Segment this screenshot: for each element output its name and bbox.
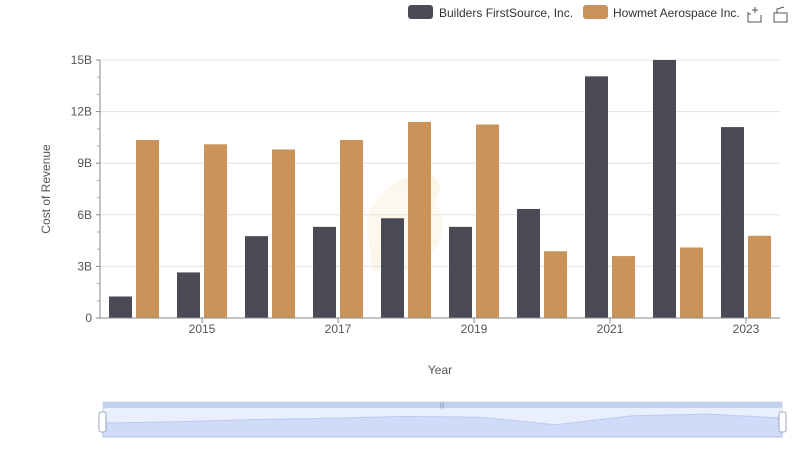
y-tick-label: 15B bbox=[71, 53, 92, 67]
data-zoom[interactable]: ||| bbox=[98, 401, 787, 438]
y-tick-label: 3B bbox=[77, 259, 92, 273]
bar-builders-2015 bbox=[177, 272, 200, 318]
data-zoom-handle-right[interactable] bbox=[778, 411, 787, 433]
bars bbox=[109, 60, 771, 318]
legend-swatch-howmet[interactable] bbox=[583, 5, 608, 19]
legend[interactable]: Builders FirstSource, Inc. Howmet Aerosp… bbox=[408, 5, 740, 20]
bar-howmet-2023 bbox=[748, 235, 771, 318]
bar-builders-2019 bbox=[449, 226, 472, 318]
bar-howmet-2014 bbox=[136, 139, 159, 318]
bar-howmet-2022 bbox=[680, 247, 703, 318]
data-zoom-top-bar[interactable] bbox=[103, 402, 782, 408]
bar-howmet-2015 bbox=[204, 144, 227, 318]
x-tick-label: 2019 bbox=[461, 322, 488, 336]
x-tick-label: 2017 bbox=[325, 322, 352, 336]
y-axis-title: Cost of Revenue bbox=[39, 144, 53, 234]
y-tick-label: 12B bbox=[71, 105, 92, 119]
y-tick-label: 6B bbox=[77, 208, 92, 222]
watermark-logo bbox=[367, 174, 443, 270]
bar-howmet-2019 bbox=[476, 124, 499, 318]
bar-builders-2014 bbox=[109, 296, 132, 318]
bar-howmet-2020 bbox=[544, 251, 567, 318]
bar-builders-2021 bbox=[585, 76, 608, 318]
x-tick-label: 2015 bbox=[189, 322, 216, 336]
bar-builders-2017 bbox=[313, 226, 336, 318]
zoom-icon[interactable] bbox=[747, 7, 762, 23]
bar-builders-2016 bbox=[245, 236, 268, 318]
x-tick-label: 2023 bbox=[733, 322, 760, 336]
data-zoom-handle-left[interactable] bbox=[98, 411, 107, 433]
y-tick-label: 9B bbox=[77, 156, 92, 170]
data-zoom-drag-grip[interactable]: ||| bbox=[440, 403, 445, 409]
bar-builders-2022 bbox=[653, 60, 676, 318]
bar-builders-2020 bbox=[517, 208, 540, 318]
bar-howmet-2021 bbox=[612, 256, 635, 318]
x-axis-title: Year bbox=[428, 363, 452, 377]
legend-label-howmet[interactable]: Howmet Aerospace Inc. bbox=[613, 6, 740, 20]
y-axis: 0 3B 6B 9B 12B 15B bbox=[71, 53, 101, 325]
x-axis: 2015 2017 2019 2021 2023 bbox=[100, 317, 780, 336]
bar-howmet-2016 bbox=[272, 149, 295, 318]
y-tick-label: 0 bbox=[85, 311, 92, 325]
legend-swatch-builders[interactable] bbox=[408, 5, 433, 19]
bar-builders-2018 bbox=[381, 218, 404, 318]
bar-howmet-2018 bbox=[408, 121, 431, 318]
legend-label-builders[interactable]: Builders FirstSource, Inc. bbox=[439, 6, 573, 20]
bar-howmet-2017 bbox=[340, 139, 363, 318]
restore-icon[interactable] bbox=[773, 6, 788, 23]
x-tick-label: 2021 bbox=[597, 322, 624, 336]
bar-builders-2023 bbox=[721, 127, 744, 318]
